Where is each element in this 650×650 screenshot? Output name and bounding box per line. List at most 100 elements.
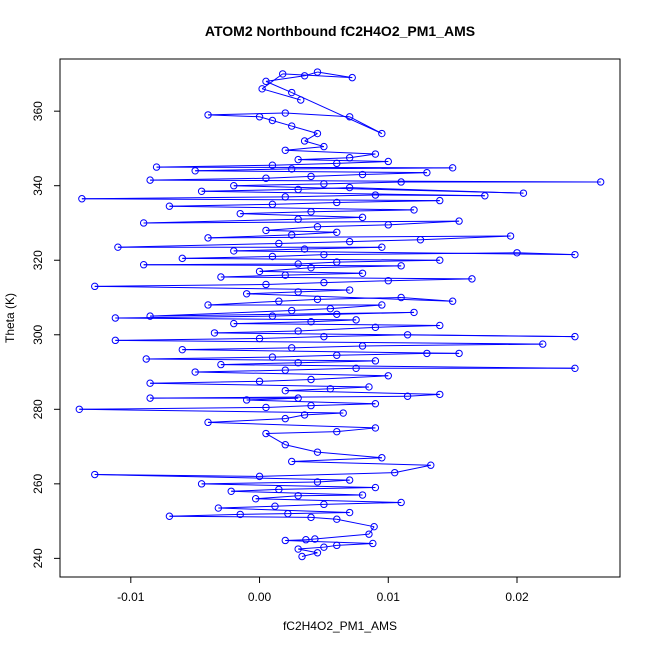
data-point [371,357,380,365]
data-point [320,332,328,341]
data-point [178,345,186,354]
data-point [300,245,309,253]
series-line-segment [298,261,337,265]
data-point [111,314,120,322]
data-point [214,504,223,512]
data-point [255,113,264,121]
series-line-segment [156,164,273,168]
data-point [197,480,206,488]
data-point [307,318,315,326]
data-point [78,195,86,203]
series-line-segment [195,369,286,373]
series-line-segment [201,483,376,489]
data-point [294,215,302,223]
series-line-segment [272,162,337,166]
data-point [262,77,270,86]
data-point [262,429,270,438]
series-line-segment [94,474,260,477]
data-point [423,168,431,177]
data-point [302,536,310,544]
series-line-segment [349,153,376,159]
series-line-segment [420,235,511,241]
series-line-segment [255,495,299,500]
x-tick-label: 0.02 [505,590,529,604]
series-line-segment [195,168,292,172]
series-line-segment [310,516,337,520]
data-point [313,478,322,486]
data-point [326,385,335,393]
series-line-segment [362,343,543,347]
data-point [230,319,238,328]
data-point [262,174,270,182]
y-axis-label: Theta (K) [3,293,17,343]
series-line-segment [301,552,318,557]
data-point [345,183,354,192]
data-point [345,113,354,121]
data-point [596,178,605,186]
data-point [146,394,154,402]
data-point [281,193,289,201]
series-line-segment [305,538,315,541]
series-line-segment [368,526,375,535]
data-point [230,182,238,190]
series-line-segment [336,542,373,546]
series-line-segment [201,190,485,197]
data-point [271,502,279,510]
data-point [384,277,392,285]
data-point [307,263,315,272]
series-line-segment [220,364,575,369]
data-point [268,353,277,361]
series-line-segment [214,330,299,334]
data-point [281,366,289,374]
data-point [294,359,302,367]
data-point [423,349,431,358]
series-line-segment [79,408,344,414]
data-point [333,310,341,318]
series-line-segment [265,175,312,179]
series-line-segment [259,116,273,121]
data-point [279,70,287,78]
data-point [369,539,377,548]
data-point [204,418,212,427]
data-point [262,403,270,412]
data-point [320,278,328,287]
data-point [397,293,405,302]
data-point [251,495,260,503]
series-line-segment [317,297,402,300]
data-point [242,396,251,404]
series-line-segment [272,354,337,358]
data-point [288,344,296,352]
series-line-segment [317,71,353,79]
series-line-segment [214,332,575,338]
data-point [313,295,322,304]
data-point [358,170,367,179]
data-point [294,185,302,194]
data-point [178,254,186,263]
series-line-segment [81,198,440,202]
series-line-segment [285,388,331,392]
series-line-segment [150,382,369,388]
x-axis-label: fC2H4O2_PM1_AMS [283,619,397,633]
data-point [268,252,277,261]
series-line-segment [233,323,440,326]
data-point [236,209,244,218]
data-point [427,461,435,469]
y-tick-label: 280 [31,399,45,419]
data-point [352,316,360,324]
data-point [281,414,289,423]
series-line-segment [233,321,312,325]
data-point [191,167,199,175]
series-line-segment [143,218,299,224]
series-line-segment [311,209,415,213]
data-point [410,308,418,317]
data-point [242,290,251,298]
data-point [142,355,150,363]
data-point [571,332,579,341]
series-line-segment [156,166,453,169]
data-point [481,192,489,200]
series-line-segment [388,220,460,226]
data-point [281,441,289,449]
data-point [455,349,463,358]
plot-frame [59,58,621,578]
data-point [300,137,309,145]
